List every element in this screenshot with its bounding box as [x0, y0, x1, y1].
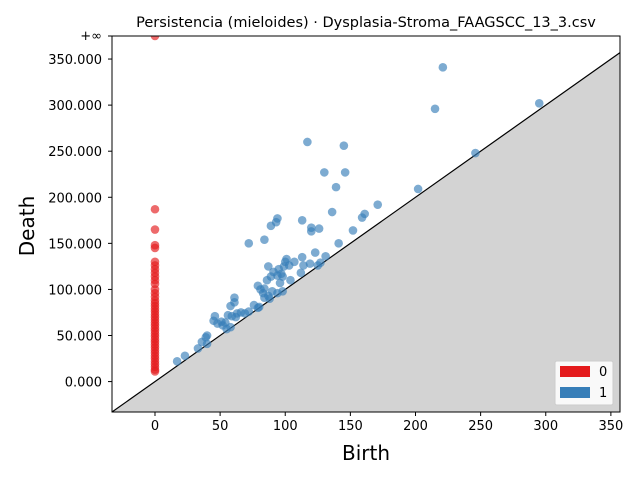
x-tick-label: 100 — [273, 419, 298, 434]
h1-point — [314, 224, 324, 233]
h1-point — [313, 261, 323, 270]
h1-point — [430, 104, 440, 114]
y-tick-label: 100.000 — [48, 283, 102, 298]
y-tick-label: 250.000 — [48, 145, 102, 160]
h1-point — [296, 268, 306, 278]
h1-point — [253, 303, 263, 313]
legend-label-0: 0 — [599, 365, 607, 380]
h1-point — [471, 148, 480, 158]
legend-label-1: 1 — [599, 386, 607, 401]
h1-point — [327, 207, 337, 217]
infinity-tick-label: +∞ — [80, 29, 102, 44]
h1-point — [297, 252, 307, 262]
h1-point — [273, 288, 282, 298]
h1-point — [226, 301, 235, 311]
h1-point — [262, 275, 272, 285]
h1-point — [260, 235, 269, 244]
h1-point — [265, 294, 274, 303]
h1-point — [310, 248, 320, 257]
h1-point — [202, 339, 212, 349]
h1-point — [275, 278, 285, 288]
diagonal-layer — [112, 51, 620, 412]
h1-point — [180, 351, 190, 361]
h1-point — [438, 63, 448, 72]
legend-swatch-1 — [560, 387, 590, 398]
h1-point — [348, 226, 358, 235]
h1-point — [357, 213, 367, 222]
x-tick-label: 200 — [403, 419, 428, 434]
h1-point — [266, 221, 276, 231]
x-tick-label: 300 — [533, 419, 558, 434]
h0-point — [150, 204, 160, 214]
h1-point — [373, 200, 383, 209]
y-axis: 0.000 50.000 100.000 150.000 200.000 250.000 3… — [48, 53, 112, 391]
h1-point — [339, 141, 349, 150]
x-axis: 0 50 100 150 200 250 300 350 — [151, 412, 623, 434]
h1-point — [303, 137, 312, 147]
h1-point — [240, 309, 250, 318]
h1-point — [534, 98, 544, 108]
x-tick-label: 150 — [338, 419, 363, 434]
x-tick-label: 0 — [151, 419, 159, 434]
h1-point — [193, 344, 203, 353]
x-tick-label: 350 — [598, 419, 623, 434]
h1-point — [413, 184, 423, 194]
h1-point — [321, 251, 330, 261]
diagonal-line — [112, 51, 620, 412]
h1-point — [340, 168, 350, 177]
h1-point — [172, 357, 182, 366]
h1-point — [320, 168, 329, 177]
h1-point — [305, 259, 315, 268]
x-axis-label: Birth — [342, 441, 390, 465]
h0-point — [150, 243, 160, 253]
h1-point — [231, 312, 241, 322]
h0-point — [150, 225, 160, 234]
h1-point — [299, 261, 308, 270]
h0-point — [150, 367, 160, 376]
h1-point — [222, 324, 231, 334]
legend-swatch-0 — [560, 366, 590, 377]
y-axis-label: Death — [15, 196, 39, 256]
y-tick-label: 350.000 — [48, 53, 102, 68]
y-tick-label: 0.000 — [65, 376, 102, 391]
h1-point — [331, 182, 341, 192]
h1-point — [264, 262, 273, 271]
plot-frame — [111, 35, 621, 413]
legend: 0 1 — [554, 360, 614, 406]
points-layer — [150, 36, 544, 376]
h1-point — [297, 216, 307, 225]
h1-point — [334, 239, 343, 248]
chart-title: Persistencia (mieloides) · Dysplasia-Str… — [136, 15, 596, 31]
y-tick-label: 50.000 — [57, 330, 103, 345]
y-tick-label: 150.000 — [48, 237, 102, 252]
h1-point — [306, 227, 316, 236]
h1-point — [286, 275, 295, 285]
x-tick-label: 50 — [212, 419, 229, 434]
x-tick-label: 250 — [468, 419, 493, 434]
h1-point — [278, 272, 287, 281]
h1-point — [244, 239, 254, 248]
h0-point — [150, 36, 160, 41]
y-tick-label: 200.000 — [48, 191, 102, 206]
y-tick-label: 300.000 — [48, 99, 102, 114]
